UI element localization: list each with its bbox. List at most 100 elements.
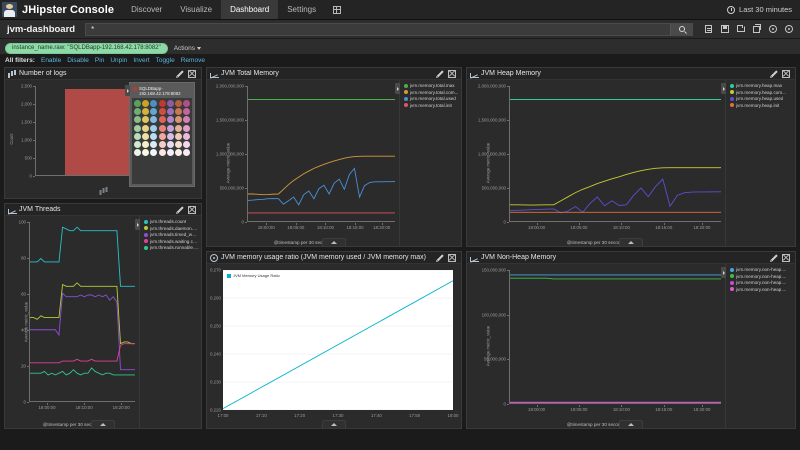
nav-settings[interactable]: Settings: [287, 5, 317, 14]
legend-item[interactable]: jvm.memory.heap.max: [730, 83, 793, 88]
panel-collapse-toggle[interactable]: [619, 238, 643, 246]
color-swatch[interactable]: [134, 108, 141, 116]
legend-item[interactable]: jvm.memory.total.com...: [404, 90, 459, 95]
legend-item[interactable]: jvm.memory.heap.com...: [730, 90, 793, 95]
color-swatch[interactable]: [142, 100, 150, 108]
search-button[interactable]: [670, 22, 692, 36]
legend-collapse-handle[interactable]: [125, 85, 130, 96]
legend-item[interactable]: jvm.memory.non-heap....: [730, 267, 793, 272]
legend-item[interactable]: jvm.memory.non-heap....: [730, 287, 793, 292]
legend-item[interactable]: jvm.memory.non-heap....: [730, 280, 793, 285]
filters-remove-link[interactable]: Remove: [180, 56, 205, 64]
add-visualization-button[interactable]: [765, 22, 780, 37]
save-dashboard-button[interactable]: [717, 22, 732, 37]
color-swatch[interactable]: [183, 132, 191, 140]
color-swatch[interactable]: [158, 124, 166, 132]
color-swatch[interactable]: [166, 132, 174, 140]
legend-collapse-handle[interactable]: [721, 83, 726, 94]
color-swatch[interactable]: [134, 116, 141, 124]
color-swatch[interactable]: [158, 100, 166, 108]
panel-collapse-toggle[interactable]: [322, 238, 346, 246]
color-swatch[interactable]: [142, 149, 150, 157]
color-swatch[interactable]: [142, 124, 150, 132]
color-swatch[interactable]: [174, 108, 182, 116]
time-range-picker[interactable]: Last 30 minutes: [719, 0, 800, 19]
color-swatch[interactable]: [150, 132, 158, 140]
filters-disable-link[interactable]: Disable: [67, 56, 89, 64]
legend-item[interactable]: jvm.threads.waiting.co...: [144, 239, 199, 244]
color-swatch[interactable]: [174, 124, 182, 132]
color-swatch[interactable]: [183, 140, 191, 148]
legend-item[interactable]: jvm.memory.total.init: [404, 103, 459, 108]
color-swatch[interactable]: [150, 116, 158, 124]
legend-item[interactable]: jvm.threads.daemon.c...: [144, 226, 199, 231]
legend-item[interactable]: jvm.memory.heap.init: [730, 103, 793, 108]
legend-collapse-handle[interactable]: [395, 83, 400, 94]
filter-pill-instance-name[interactable]: instance_name.raw: "SQLDBapp-192.168.42.…: [5, 42, 168, 54]
panel-collapse-toggle[interactable]: [91, 420, 115, 428]
legend-item[interactable]: jvm.memory.total.max: [404, 83, 459, 88]
color-swatch[interactable]: [183, 100, 191, 108]
legend-item[interactable]: jvm.threads.timed_wait...: [144, 232, 199, 237]
panel-collapse-toggle[interactable]: [322, 420, 346, 428]
legend-item[interactable]: jvm.threads.runnable.c...: [144, 245, 199, 250]
filters-unpin-link[interactable]: Unpin: [110, 56, 128, 64]
color-swatch[interactable]: [142, 116, 150, 124]
close-icon[interactable]: [448, 253, 456, 262]
color-swatch[interactable]: [158, 116, 166, 124]
close-icon[interactable]: [188, 205, 196, 214]
color-swatch[interactable]: [174, 100, 182, 108]
color-swatch[interactable]: [174, 149, 182, 157]
series-color-picker[interactable]: SQLDBapp-192.168.42.178:8082: [125, 82, 195, 188]
options-button[interactable]: [781, 22, 796, 37]
filters-toggle-link[interactable]: Toggle: [155, 56, 175, 64]
open-dashboard-button[interactable]: [733, 22, 748, 37]
color-swatch[interactable]: [150, 100, 158, 108]
nav-visualize[interactable]: Visualize: [180, 5, 213, 14]
color-swatch[interactable]: [150, 108, 158, 116]
close-icon[interactable]: [782, 253, 790, 262]
color-swatch[interactable]: [134, 132, 141, 140]
legend-item[interactable]: jvm.memory.heap.used: [730, 96, 793, 101]
color-swatch[interactable]: [134, 140, 141, 148]
color-swatch[interactable]: [134, 124, 141, 132]
color-swatch[interactable]: [134, 149, 141, 157]
legend-item[interactable]: jvm.memory.total.used: [404, 96, 459, 101]
color-swatch[interactable]: [166, 149, 174, 157]
pencil-icon[interactable]: [436, 70, 444, 78]
filters-pin-link[interactable]: Pin: [94, 56, 105, 64]
close-icon[interactable]: [188, 69, 196, 78]
color-swatch[interactable]: [166, 140, 174, 148]
color-swatch[interactable]: [183, 116, 191, 124]
color-swatch[interactable]: [166, 100, 174, 108]
color-swatch[interactable]: [183, 149, 191, 157]
color-swatch[interactable]: [134, 100, 141, 108]
color-swatch[interactable]: [174, 116, 182, 124]
nav-discover[interactable]: Discover: [131, 5, 163, 14]
new-dashboard-button[interactable]: [701, 22, 716, 37]
panel-collapse-toggle[interactable]: [619, 420, 643, 428]
pencil-icon[interactable]: [436, 254, 444, 262]
color-swatch[interactable]: [183, 108, 191, 116]
color-swatch[interactable]: [174, 132, 182, 140]
color-swatch[interactable]: [166, 108, 174, 116]
color-swatch[interactable]: [142, 140, 150, 148]
color-swatch[interactable]: [158, 149, 166, 157]
nav-grid-button[interactable]: [325, 0, 349, 19]
search-input[interactable]: [86, 23, 670, 35]
legend-collapse-handle[interactable]: [721, 267, 726, 278]
color-swatch-grid[interactable]: [132, 98, 192, 159]
color-swatch[interactable]: [158, 108, 166, 116]
color-swatch[interactable]: [150, 140, 158, 148]
legend-item[interactable]: jvm.memory.non-heap....: [730, 274, 793, 279]
legend-collapse-handle[interactable]: [135, 219, 140, 230]
pencil-icon[interactable]: [176, 70, 184, 78]
color-swatch[interactable]: [142, 108, 150, 116]
color-swatch[interactable]: [166, 124, 174, 132]
share-dashboard-button[interactable]: [749, 22, 764, 37]
nav-dashboard[interactable]: Dashboard: [221, 0, 279, 19]
color-swatch[interactable]: [183, 124, 191, 132]
color-swatch[interactable]: [150, 149, 158, 157]
pencil-icon[interactable]: [770, 70, 778, 78]
pencil-icon[interactable]: [770, 254, 778, 262]
